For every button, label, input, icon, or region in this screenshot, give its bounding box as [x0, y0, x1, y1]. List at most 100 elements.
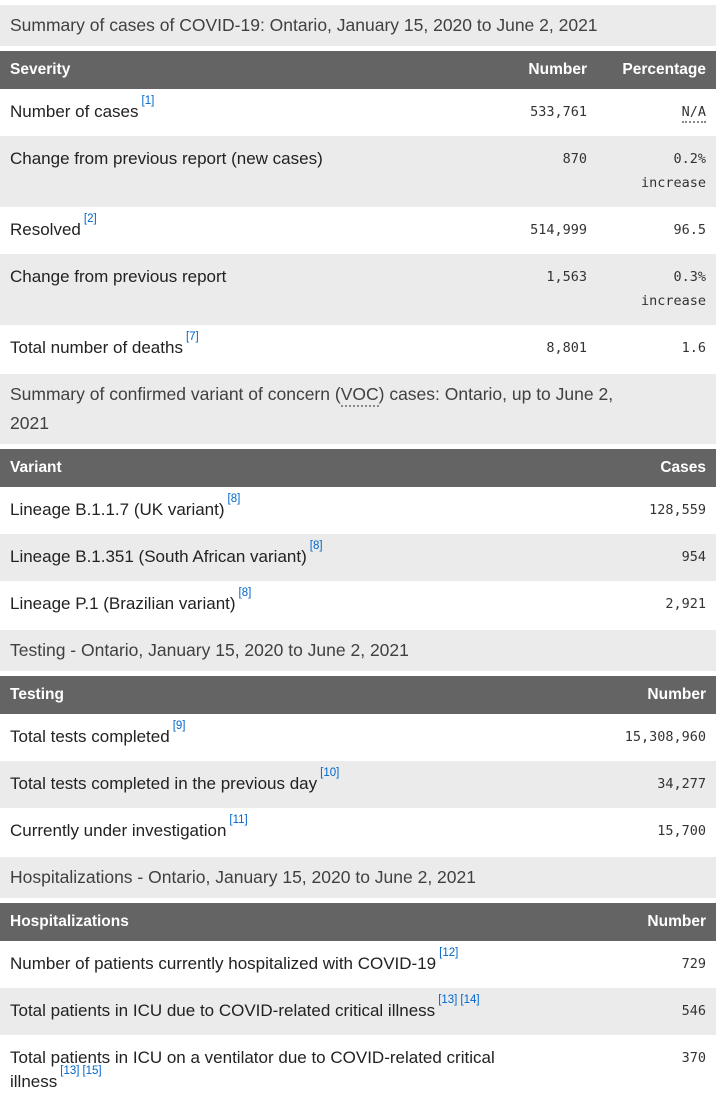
- number-value: 729: [681, 956, 706, 972]
- table-row: Total tests completed in the previous da…: [0, 761, 716, 808]
- footnote-ref-link[interactable]: [9]: [172, 720, 186, 733]
- row-label-cell: Lineage B.1.1.7 (UK variant)[8]: [0, 487, 566, 534]
- footnote-ref-link[interactable]: [8]: [227, 493, 241, 506]
- hospitalizations-table-caption: Hospitalizations - Ontario, January 15, …: [0, 857, 716, 898]
- severity-table-caption-text: Summary of cases of COVID-19: Ontario, J…: [10, 15, 598, 35]
- variant-table-caption-text: Summary of confirmed variant of concern …: [10, 384, 614, 433]
- number-value: 870: [562, 151, 587, 167]
- table-row: Change from previous report 1,563 0.3% in…: [0, 254, 716, 325]
- number-value: 954: [681, 549, 706, 565]
- voc-abbreviation: VOC: [340, 384, 379, 407]
- severity-table-header-row: Severity Number Percentage: [0, 51, 716, 89]
- number-value: 514,999: [530, 222, 587, 238]
- number-value: 128,559: [649, 502, 706, 518]
- footnote-ref: [8]: [307, 540, 323, 559]
- footnote-ref: [8]: [236, 587, 252, 606]
- row-label: Lineage B.1.351 (South African variant): [10, 547, 307, 566]
- footnote-ref-link[interactable]: [15]: [82, 1065, 102, 1078]
- percentage-value: 0.3% increase: [640, 269, 706, 309]
- table-row: Resolved[2] 514,999 96.5: [0, 207, 716, 254]
- percentage-value: 0.2% increase: [640, 151, 706, 191]
- footnote-ref: [7]: [183, 331, 199, 350]
- footnote-ref-link[interactable]: [1]: [141, 95, 155, 108]
- row-label-cell: Change from previous report (new cases): [0, 136, 478, 207]
- row-label-cell: Total tests completed[9]: [0, 714, 566, 761]
- number-value: 8,801: [546, 340, 587, 356]
- hospitalizations-table-header-row: Hospitalizations Number: [0, 903, 716, 941]
- row-label: Lineage P.1 (Brazilian variant): [10, 594, 236, 613]
- row-label-cell: Change from previous report: [0, 254, 478, 325]
- na-abbreviation: N/A: [681, 104, 706, 123]
- column-header-cases: Cases: [660, 459, 706, 476]
- table-row: Total tests completed[9] 15,308,960: [0, 714, 716, 761]
- number-value: 370: [681, 1050, 706, 1066]
- footnote-ref: [2]: [81, 213, 97, 232]
- footnote-ref-link[interactable]: [8]: [238, 587, 252, 600]
- table-row: Lineage B.1.351 (South African variant)[…: [0, 534, 716, 581]
- hospitalizations-table-caption-text: Hospitalizations - Ontario, January 15, …: [10, 867, 476, 887]
- row-label-cell: Total tests completed in the previous da…: [0, 761, 566, 808]
- footnote-ref-link[interactable]: [11]: [229, 814, 248, 827]
- footnote-ref-link[interactable]: [14]: [460, 994, 480, 1007]
- row-label: Total tests completed in the previous da…: [10, 774, 318, 793]
- footnote-ref-link[interactable]: [2]: [83, 213, 97, 226]
- row-label: Total tests completed: [10, 727, 170, 746]
- row-label: Currently under investigation: [10, 821, 227, 840]
- row-label: Change from previous report: [10, 267, 227, 286]
- variant-table-caption: Summary of confirmed variant of concern …: [0, 374, 716, 444]
- row-label: Change from previous report (new cases): [10, 149, 323, 168]
- footnote-ref: [8]: [225, 493, 241, 512]
- percentage-value: 1.6: [681, 340, 706, 356]
- footnote-ref: [1]: [139, 95, 155, 114]
- column-header-severity: Severity: [10, 61, 71, 78]
- footnote-ref-link[interactable]: [10]: [320, 767, 340, 780]
- hospitalizations-table: Hospitalizations - Ontario, January 15, …: [0, 857, 716, 1106]
- row-label: Total number of deaths: [10, 338, 183, 357]
- footnote-ref: [13]: [57, 1065, 80, 1084]
- table-row: Number of patients currently hospitalize…: [0, 941, 716, 988]
- percentage-value: 96.5: [673, 222, 706, 238]
- table-row: Currently under investigation[11] 15,700: [0, 808, 716, 855]
- table-row: Total number of deaths[7] 8,801 1.6: [0, 325, 716, 372]
- number-value: 546: [681, 1003, 706, 1019]
- number-value: 1,563: [546, 269, 587, 285]
- row-label-cell: Resolved[2]: [0, 207, 478, 254]
- row-label-cell: Total number of deaths[7]: [0, 325, 478, 372]
- table-row: Total patients in ICU due to COVID-relat…: [0, 988, 716, 1035]
- number-value: 15,700: [657, 823, 706, 839]
- row-label-cell: Lineage P.1 (Brazilian variant)[8]: [0, 581, 566, 628]
- testing-table-header-row: Testing Number: [0, 676, 716, 714]
- footnote-ref: [13]: [435, 994, 458, 1013]
- footnote-ref-link[interactable]: [12]: [439, 947, 459, 960]
- footnote-ref: [9]: [170, 720, 186, 739]
- column-header-variant: Variant: [10, 459, 62, 476]
- row-label-cell: Total patients in ICU on a ventilator du…: [0, 1035, 566, 1106]
- footnote-ref-link[interactable]: [8]: [309, 540, 323, 553]
- row-label-cell: Number of patients currently hospitalize…: [0, 941, 566, 988]
- severity-table-caption: Summary of cases of COVID-19: Ontario, J…: [0, 5, 716, 46]
- table-row: Lineage B.1.1.7 (UK variant)[8] 128,559: [0, 487, 716, 534]
- row-label-cell: Total patients in ICU due to COVID-relat…: [0, 988, 566, 1035]
- row-label: Resolved: [10, 220, 81, 239]
- column-header-number: Number: [647, 686, 706, 703]
- footnote-ref: [10]: [317, 767, 340, 786]
- footnote-ref: [15]: [79, 1065, 102, 1084]
- variant-table-header-row: Variant Cases: [0, 449, 716, 487]
- footnote-ref: [11]: [226, 814, 248, 833]
- row-label: Number of cases: [10, 102, 139, 121]
- row-label: Total patients in ICU due to COVID-relat…: [10, 1001, 436, 1020]
- footnote-ref-link[interactable]: [13]: [438, 994, 458, 1007]
- number-value: 15,308,960: [624, 729, 706, 745]
- row-label: Total patients in ICU on a ventilator du…: [10, 1048, 495, 1091]
- column-header-percentage: Percentage: [622, 61, 706, 78]
- severity-table: Summary of cases of COVID-19: Ontario, J…: [0, 5, 716, 372]
- testing-table-caption-text: Testing - Ontario, January 15, 2020 to J…: [10, 640, 409, 660]
- row-label: Lineage B.1.1.7 (UK variant): [10, 500, 225, 519]
- number-value: 34,277: [657, 776, 706, 792]
- footnote-ref-link[interactable]: [13]: [60, 1065, 80, 1078]
- footnote-ref-link[interactable]: [7]: [185, 331, 199, 344]
- number-value: 533,761: [530, 104, 587, 120]
- table-row: Total patients in ICU on a ventilator du…: [0, 1035, 716, 1106]
- row-label-cell: Currently under investigation[11]: [0, 808, 566, 855]
- column-header-hospitalizations: Hospitalizations: [10, 913, 129, 930]
